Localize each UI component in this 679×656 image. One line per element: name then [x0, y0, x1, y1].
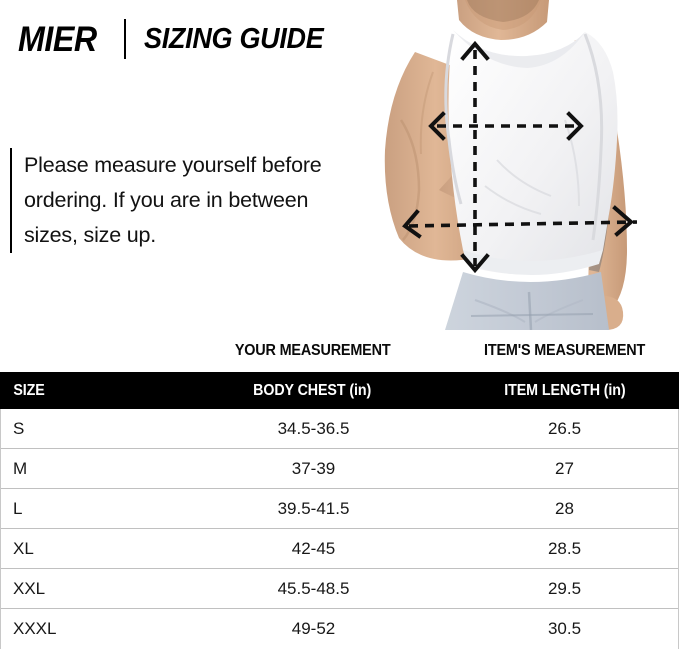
cell-size: XL: [1, 539, 166, 559]
cell-size-value: L: [13, 498, 23, 518]
cell-item-length: 26.5: [461, 419, 678, 439]
cell-item-length-value: 30.5: [547, 619, 582, 638]
table-column-header-row: SIZE BODY CHEST (in) ITEM LENGTH (in): [0, 372, 679, 409]
cell-body-chest-value: 34.5-36.5: [277, 418, 350, 438]
table-row: M 37-39 27: [1, 449, 678, 489]
table-body: S 34.5-36.5 26.5 M 37-39 27: [0, 409, 679, 649]
cell-body-chest: 45.5-48.5: [166, 579, 461, 599]
cell-size: M: [1, 459, 166, 479]
brand-name: MIER: [18, 19, 97, 59]
cell-size: XXL: [1, 579, 166, 599]
cell-size-value: XL: [13, 538, 34, 558]
cell-body-chest: 42-45: [166, 539, 461, 559]
cell-body-chest-value: 45.5-48.5: [277, 578, 350, 598]
table-row: L 39.5-41.5 28: [1, 489, 678, 529]
cell-body-chest-value: 42-45: [291, 538, 336, 558]
cell-body-chest: 34.5-36.5: [166, 419, 461, 439]
cell-size-value: XXL: [13, 578, 46, 598]
cell-item-length: 30.5: [461, 619, 678, 639]
cell-item-length-value: 29.5: [547, 578, 582, 598]
cell-size: L: [1, 499, 166, 519]
cell-body-chest-value: 49-52: [291, 619, 336, 638]
group-header-your-measurement-label: YOUR MEASUREMENT: [234, 342, 391, 359]
table-row: S 34.5-36.5 26.5: [1, 409, 678, 449]
product-photo: [379, 0, 679, 330]
cell-item-length-value: 28: [555, 498, 574, 518]
cell-size-value: XXXL: [13, 619, 57, 638]
instructions-text: Please measure yourself before ordering.…: [24, 153, 322, 247]
cell-item-length: 29.5: [461, 579, 678, 599]
cell-size-value: M: [13, 458, 28, 478]
table-row: XL 42-45 28.5: [1, 529, 678, 569]
cell-item-length-value: 27: [555, 458, 574, 478]
cell-item-length-value: 26.5: [547, 418, 582, 438]
cell-size-value: S: [13, 418, 25, 438]
cell-body-chest-value: 37-39: [291, 458, 336, 478]
group-header-your-measurement: YOUR MEASUREMENT: [165, 342, 460, 360]
cell-item-length: 28.5: [461, 539, 678, 559]
table-row: XXXL 49-52 30.5: [1, 609, 678, 649]
column-header-item-length: ITEM LENGTH (in): [460, 382, 679, 400]
cell-body-chest: 49-52: [166, 619, 461, 639]
cell-body-chest-value: 39.5-41.5: [277, 498, 350, 518]
column-header-body-chest-label: BODY CHEST (in): [253, 381, 372, 399]
column-header-item-length-label: ITEM LENGTH (in): [503, 381, 626, 399]
cell-size: S: [1, 419, 166, 439]
page-title: SIZING GUIDE: [143, 22, 324, 55]
cell-item-length: 28: [461, 499, 678, 519]
cell-item-length-value: 28.5: [547, 538, 582, 558]
table-group-header-row: YOUR MEASUREMENT ITEM'S MEASUREMENT: [0, 330, 679, 372]
cell-body-chest: 39.5-41.5: [166, 499, 461, 519]
instructions-block: Please measure yourself before ordering.…: [10, 148, 357, 253]
cell-body-chest: 37-39: [166, 459, 461, 479]
group-header-items-measurement: ITEM'S MEASUREMENT: [460, 342, 679, 360]
column-header-body-chest: BODY CHEST (in): [165, 382, 460, 400]
sizing-table: YOUR MEASUREMENT ITEM'S MEASUREMENT SIZE…: [0, 330, 679, 649]
brand-divider: [123, 19, 126, 59]
table-row: XXL 45.5-48.5 29.5: [1, 569, 678, 609]
group-header-items-measurement-label: ITEM'S MEASUREMENT: [483, 342, 646, 359]
cell-item-length: 27: [461, 459, 678, 479]
brand-header: MIER SIZING GUIDE: [18, 16, 336, 62]
column-header-size-label: SIZE: [13, 381, 45, 399]
instructions-accent-bar: [10, 148, 12, 253]
column-header-size: SIZE: [0, 382, 165, 400]
cell-size: XXXL: [1, 619, 166, 639]
